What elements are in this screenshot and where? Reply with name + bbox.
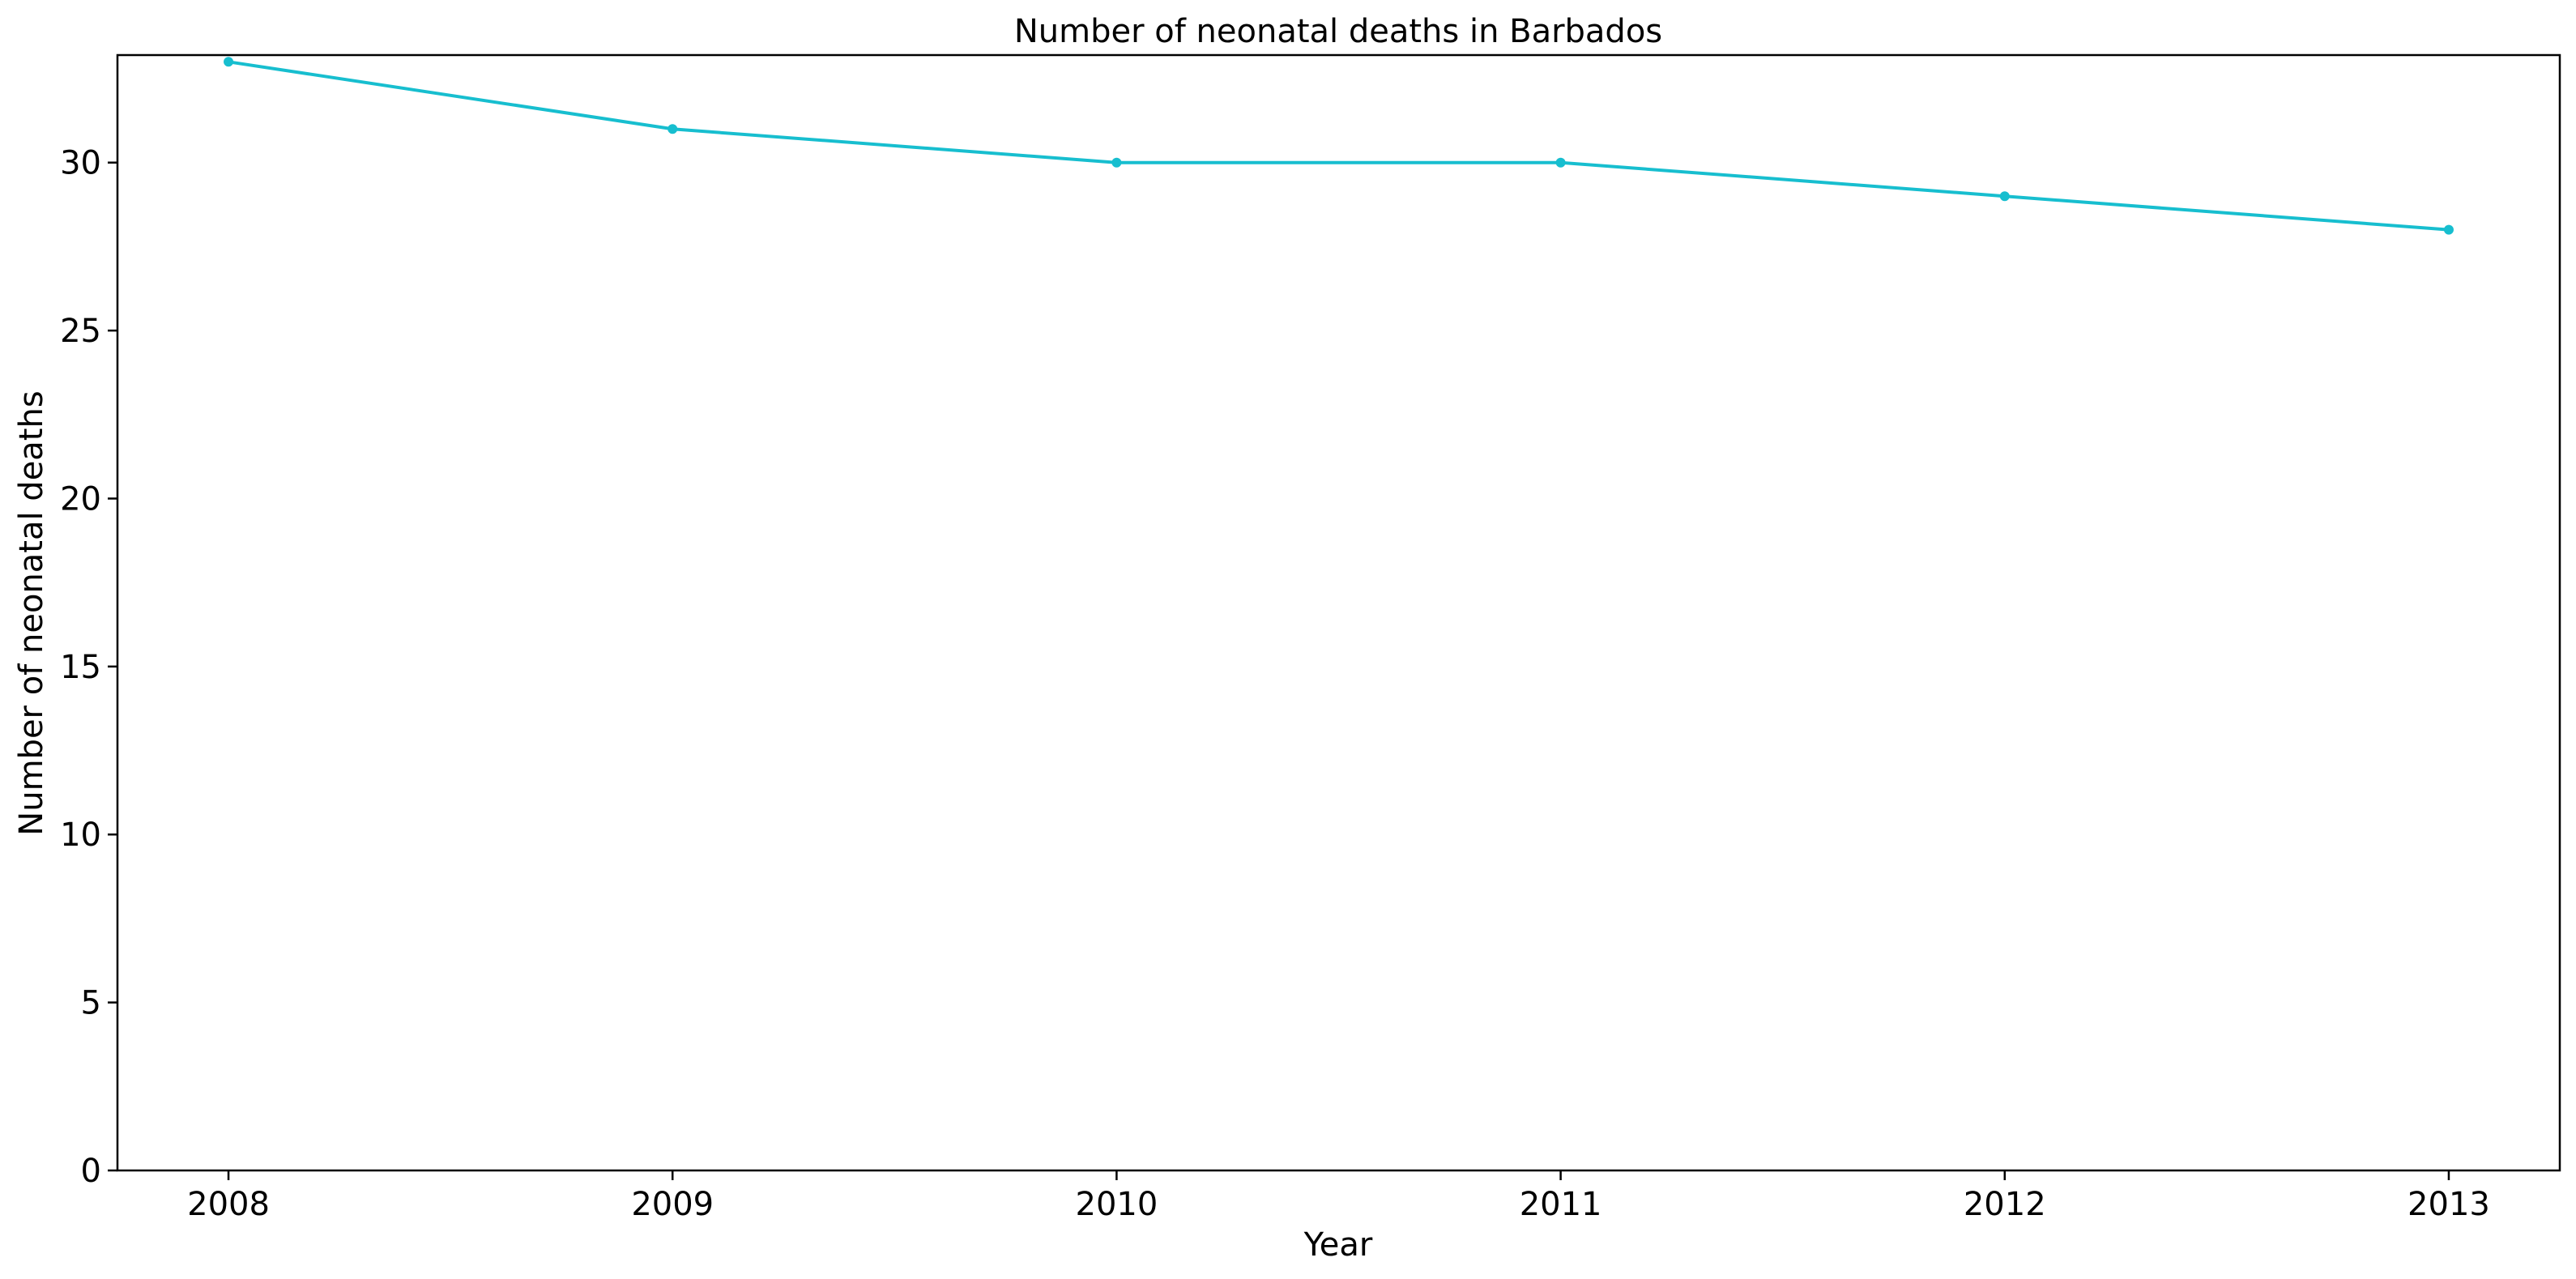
data-point (224, 57, 234, 67)
data-point (1555, 157, 1566, 168)
series-layer (224, 57, 2454, 235)
y-tick-label: 5 (81, 985, 101, 1022)
data-point (1111, 157, 1122, 168)
x-tick-label: 2013 (2408, 1186, 2490, 1223)
x-tick-label: 2009 (631, 1186, 714, 1223)
y-axis-ticks: 0 5 10 15 20 25 30 (60, 145, 117, 1190)
data-point (1999, 191, 2010, 202)
x-tick-label: 2008 (187, 1186, 270, 1223)
x-axis-label: Year (1303, 1226, 1373, 1264)
x-tick-label: 2010 (1076, 1186, 1158, 1223)
y-tick-label: 30 (60, 145, 101, 182)
y-tick-label: 15 (60, 649, 101, 686)
y-axis-label: Number of neonatal deaths (13, 390, 50, 835)
chart-title: Number of neonatal deaths in Barbados (1014, 13, 1662, 50)
data-point (667, 124, 678, 134)
y-tick-label: 20 (60, 480, 101, 518)
y-tick-label: 25 (60, 313, 101, 350)
y-tick-label: 0 (81, 1153, 101, 1190)
x-tick-label: 2012 (1964, 1186, 2046, 1223)
y-tick-label: 10 (60, 816, 101, 854)
x-tick-label: 2011 (1520, 1186, 1602, 1223)
plot-frame (116, 53, 2561, 1172)
x-axis-ticks: 2008 2009 2010 2011 2012 2013 (187, 1170, 2490, 1223)
series-line (227, 60, 2450, 232)
data-point (2443, 224, 2454, 235)
